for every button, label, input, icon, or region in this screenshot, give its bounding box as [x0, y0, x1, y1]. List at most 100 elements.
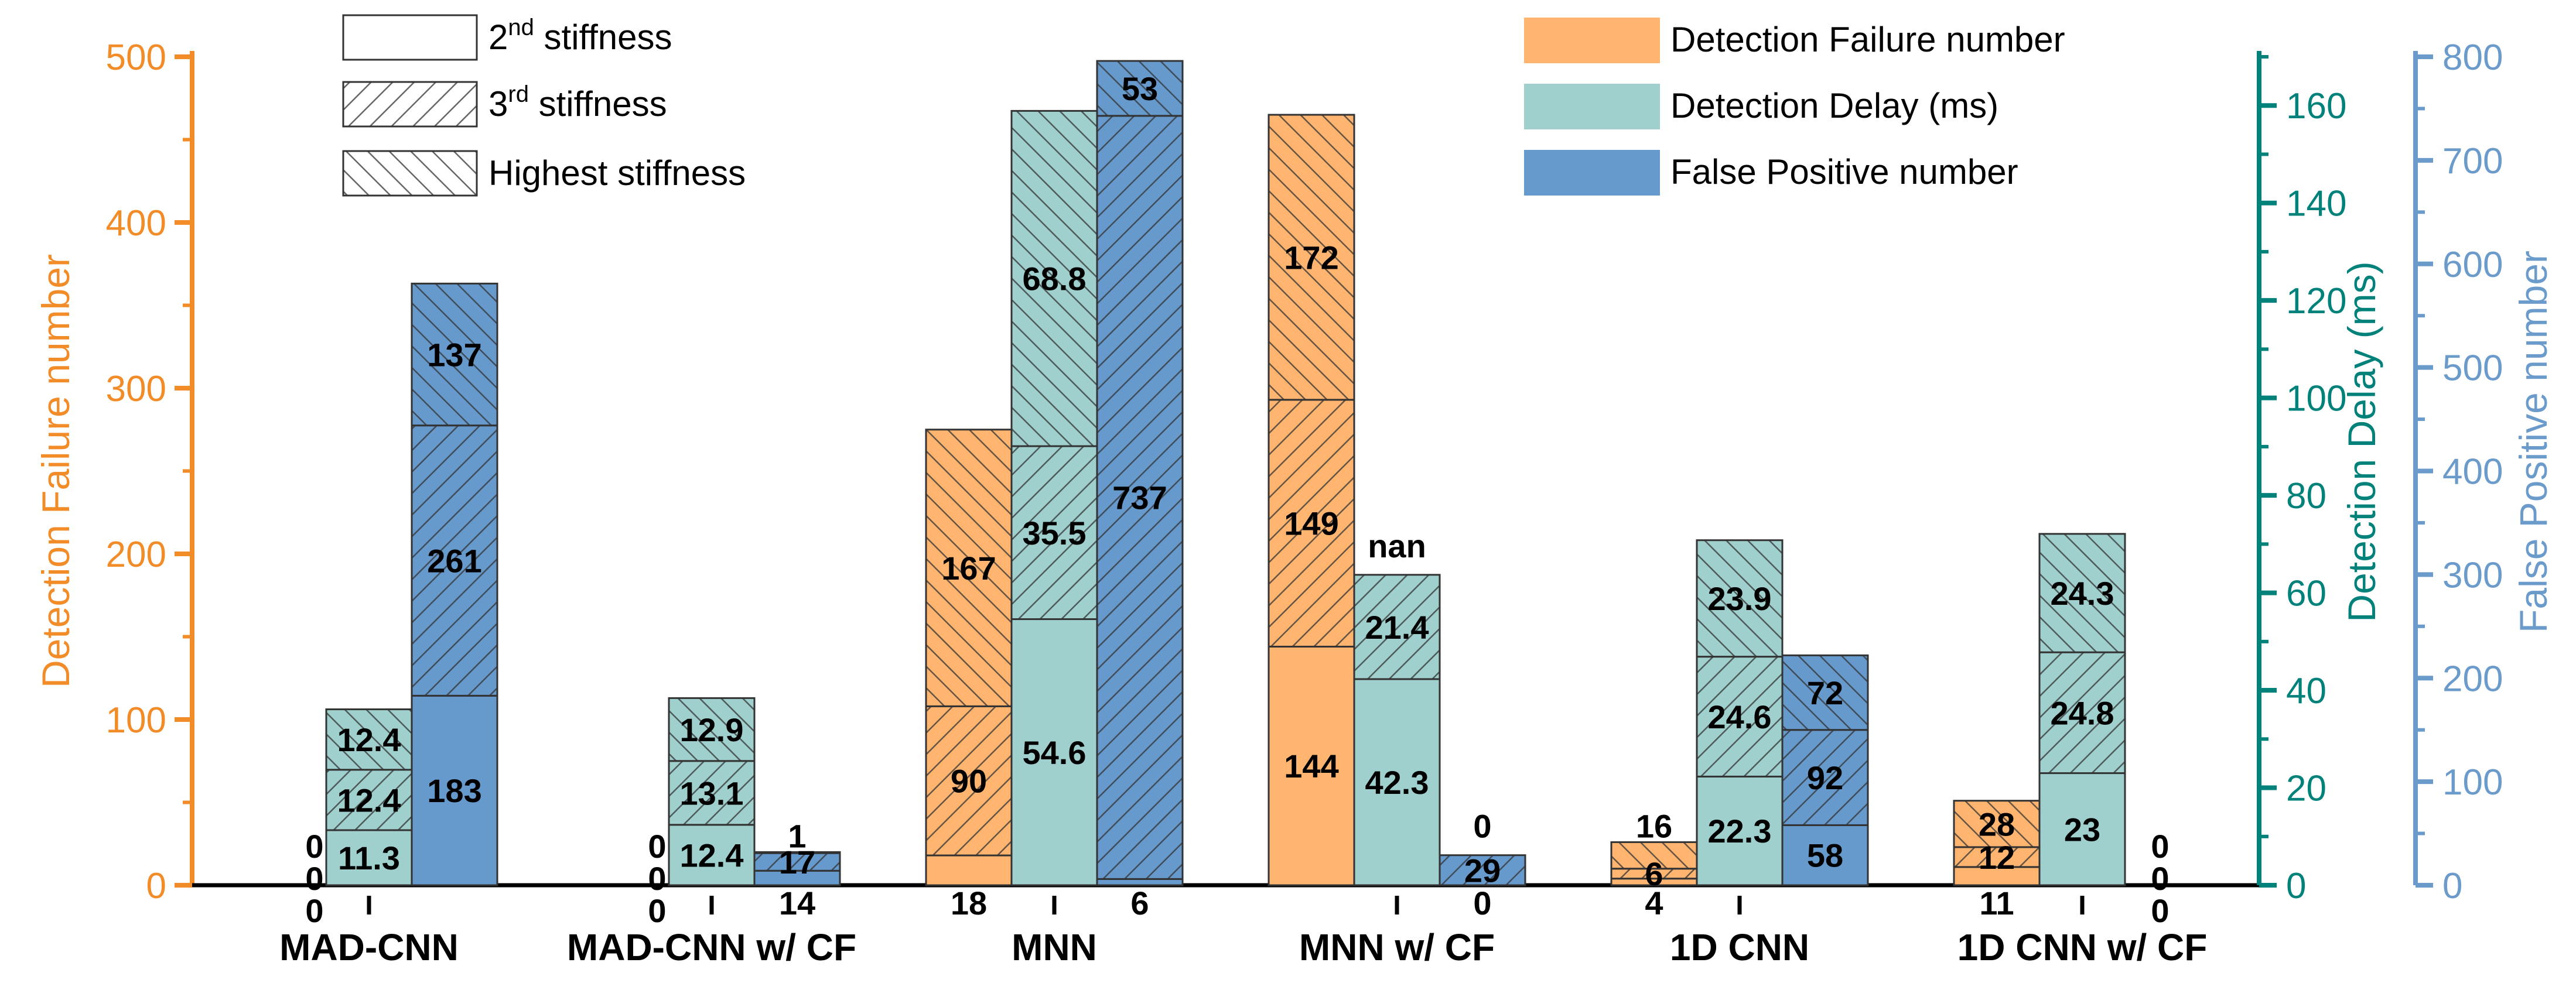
left-axis-tick-label: 200	[106, 535, 166, 575]
legend-metric-swatch	[1524, 150, 1660, 196]
x-category-label: MNN	[1012, 926, 1097, 968]
bar-value-label: 0	[2151, 892, 2169, 929]
bar-value-label: 17	[779, 844, 815, 881]
bar-value-label: 149	[1284, 505, 1338, 542]
bar-value-label: 24.6	[1708, 698, 1772, 735]
bar-value-label: 16	[1636, 807, 1672, 844]
bar-segment-hatch	[412, 283, 497, 426]
bar-value-label: 0	[648, 860, 666, 897]
bar-segment	[753, 869, 841, 886]
bar-value-label: 90	[951, 763, 987, 800]
bar-segment	[2038, 772, 2126, 886]
legend-metric-label: Detection Delay (ms)	[1670, 86, 1998, 125]
right-axis-fp-tick-label: 300	[2442, 555, 2503, 595]
bar-value-label: 261	[427, 542, 481, 579]
right-axis-delay-tick-label: 60	[2286, 574, 2326, 614]
left-axis-tick-label: 400	[106, 203, 166, 244]
bar-value-label: 6	[1645, 855, 1663, 892]
legend-stiffness-label: Highest stiffness	[488, 153, 746, 193]
bar-segment-hatch	[1354, 574, 1440, 679]
x-category-label: 1D CNN	[1670, 926, 1809, 968]
right-axis-fp-tick-label: 100	[2442, 762, 2503, 803]
bar-segment	[1010, 618, 1098, 886]
right-axis-delay-title: Detection Delay (ms)	[2340, 261, 2383, 622]
bar-value-label: 737	[1112, 479, 1167, 516]
bar-segment-hatch	[1697, 540, 1782, 657]
bar-segment-hatch	[754, 852, 840, 854]
bar-value-label: 0	[1473, 808, 1491, 845]
bar-value-label: 28	[1979, 806, 2015, 842]
right-axis-delay-tick-label: 0	[2286, 866, 2306, 906]
bar-value-label: 12.4	[337, 782, 401, 818]
bar-segment-hatch	[326, 769, 412, 830]
bar-value-label: 18	[951, 885, 987, 922]
bar-value-label: 167	[941, 550, 996, 587]
bar-value-label: 172	[1284, 239, 1338, 276]
x-category-label: MNN w/ CF	[1299, 926, 1495, 968]
bar-segment	[925, 854, 1013, 886]
bar-value-label: nan	[1368, 528, 1426, 564]
bar-value-label: 92	[1807, 759, 1843, 796]
bar-segment	[1353, 678, 1441, 886]
bar-value-label: 13.1	[680, 775, 744, 811]
bar-value-label: 12.9	[680, 711, 744, 748]
right-axis-delay-tick-label: 140	[2286, 184, 2346, 224]
bar-segment-hatch	[926, 706, 1012, 856]
bar-value-label: 12	[1979, 839, 2015, 876]
left-axis-tick-label: 300	[106, 369, 166, 409]
bar-value-label: 24.3	[2051, 575, 2114, 612]
bar-value-label: 35.5	[1023, 515, 1087, 552]
bar-value-label: 21.4	[1365, 609, 1429, 646]
bar-segment-hatch	[2039, 652, 2125, 773]
bar-segment-hatch	[1269, 115, 1354, 400]
x-category-label: 1D CNN w/ CF	[1957, 926, 2208, 968]
bar-segment	[668, 824, 756, 886]
right-axis-delay-tick-label: 40	[2286, 671, 2326, 711]
left-axis-title: Detection Failure number	[34, 254, 77, 688]
bar-value-label: 29	[1464, 852, 1501, 889]
bar-segment	[1267, 645, 1355, 886]
bars-group	[325, 60, 2126, 886]
right-axis-fp-tick-label: 400	[2442, 452, 2503, 492]
right-axis-fp-tick-label: 500	[2442, 348, 2503, 389]
right-axis-delay-tick-label: 120	[2286, 281, 2346, 321]
legend-stiffness-label: 3rd stiffness	[488, 81, 667, 124]
bar-segment-hatch	[1440, 855, 1525, 885]
left-axis-tick-label: 0	[146, 866, 166, 906]
bar-value-label: 0	[305, 828, 323, 865]
right-axis-fp-tick-label: 200	[2442, 659, 2503, 699]
bar-value-label: 0	[2151, 860, 2169, 897]
bar-value-label: 0	[1473, 885, 1491, 922]
bar-value-label: 11	[1979, 885, 2014, 922]
bar-value-label: 72	[1807, 674, 1843, 711]
bar-segment-hatch	[1269, 399, 1354, 647]
right-axis-fp-tick-label: 700	[2442, 141, 2503, 181]
bar-value-label: 0	[2151, 828, 2169, 865]
bar-segment-hatch	[926, 429, 1012, 707]
bar-segment-hatch	[1954, 800, 2039, 847]
legend-stiffness-swatch	[342, 14, 478, 61]
bar-segment-hatch	[1782, 729, 1868, 826]
bar-segment-hatch	[1097, 115, 1183, 879]
bar-value-label: 0	[648, 828, 666, 865]
right-axis-fp-title: False Positive number	[2512, 251, 2555, 633]
bar-segment-hatch	[1782, 655, 1868, 730]
bar-segment	[1781, 824, 1869, 886]
bar-value-label: 12.4	[337, 721, 401, 758]
bar-segment-hatch	[669, 698, 754, 761]
legend-metric-swatch	[1524, 18, 1660, 63]
x-category-label: MAD-CNN w/ CF	[567, 926, 856, 968]
bar-segment-hatch	[1611, 868, 1697, 879]
bar-segment-hatch	[1611, 842, 1697, 869]
bar-segment-hatch	[2039, 533, 2125, 653]
bar-value-label: 53	[1122, 70, 1158, 107]
bar-value-label: 12.4	[680, 837, 744, 874]
bar-value-label: 1	[788, 817, 806, 854]
bar-segment-hatch	[1097, 61, 1183, 116]
bar-value-label: 54.6	[1023, 734, 1087, 771]
bar-value-label: 68.8	[1023, 261, 1087, 297]
bar-value-label: 11.3	[338, 840, 400, 876]
bar-value-label: 144	[1284, 748, 1338, 785]
bar-value-label: 4	[1645, 885, 1663, 922]
